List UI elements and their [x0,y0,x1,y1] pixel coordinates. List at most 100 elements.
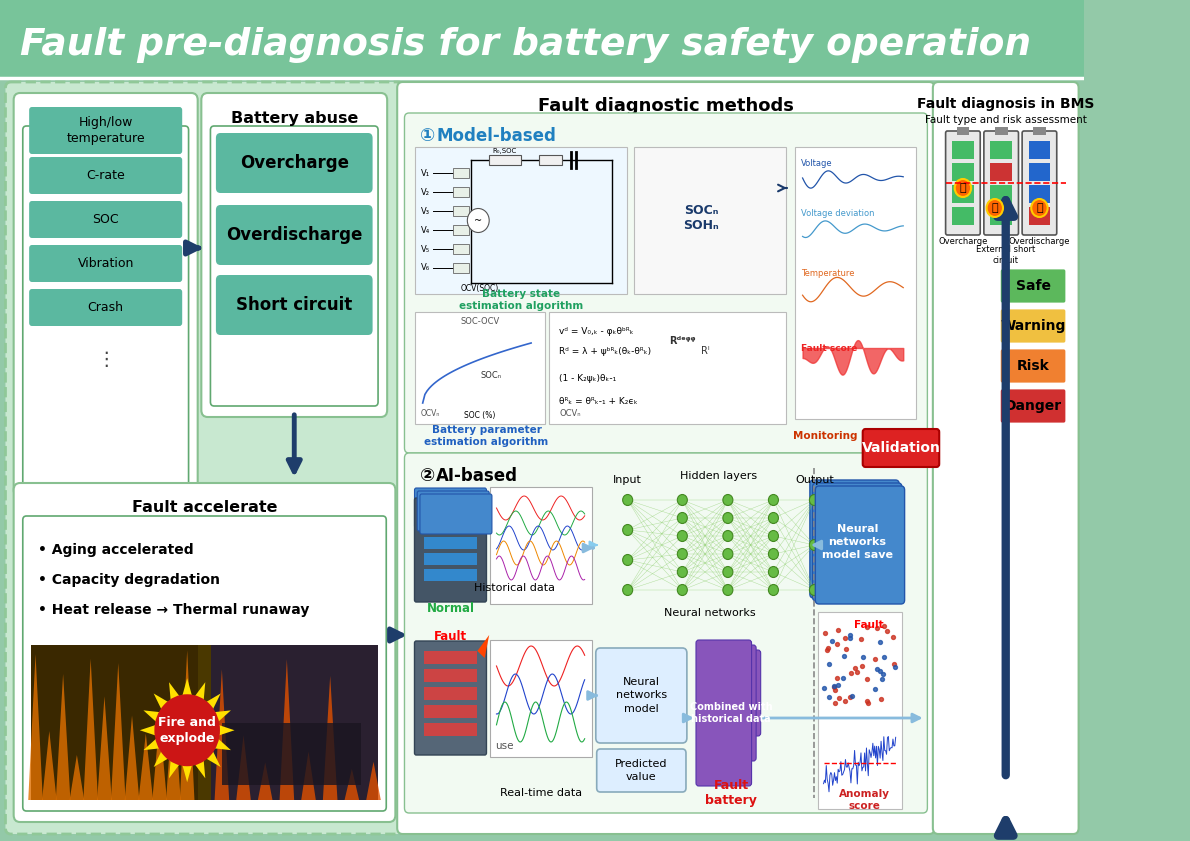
FancyBboxPatch shape [709,655,765,711]
Text: Fault: Fault [434,630,466,643]
Circle shape [722,512,733,523]
Text: Neural
networks
model: Neural networks model [615,677,666,714]
Circle shape [622,584,633,595]
FancyBboxPatch shape [706,650,760,736]
Point [828,623,847,637]
FancyBboxPatch shape [813,483,902,601]
Text: OCVₙ: OCVₙ [421,409,440,417]
Text: Combined with
historical data: Combined with historical data [690,701,772,724]
Point [827,637,846,651]
Point [843,689,862,702]
Text: Fault score: Fault score [801,344,857,353]
Text: V₆: V₆ [421,263,430,272]
Text: V₂: V₂ [421,188,430,197]
Text: Voltage deviation: Voltage deviation [801,209,875,218]
FancyBboxPatch shape [29,201,182,238]
Bar [1028,207,1051,225]
Text: Model-based: Model-based [437,127,556,145]
Point [826,696,845,710]
Bar [452,244,469,254]
FancyBboxPatch shape [701,645,756,761]
Bar [424,651,477,664]
Circle shape [769,495,778,505]
Bar [424,687,477,700]
Bar [990,141,1013,159]
Point [858,673,877,686]
Text: V₅: V₅ [421,245,430,253]
Text: Overdischarge: Overdischarge [226,226,363,244]
Point [827,671,846,685]
Text: • Capacity degradation: • Capacity degradation [38,573,220,587]
Point [871,692,890,706]
FancyBboxPatch shape [215,205,372,265]
Point [825,680,844,694]
Polygon shape [69,684,84,800]
Text: Historical data: Historical data [474,583,555,593]
Text: High/low
temperature: High/low temperature [67,116,145,145]
Text: • Aging accelerated: • Aging accelerated [38,543,194,557]
FancyBboxPatch shape [215,133,372,193]
Bar [489,155,521,165]
Polygon shape [301,664,315,800]
FancyBboxPatch shape [1000,388,1066,424]
Text: Danger: Danger [1004,399,1061,413]
Point [870,664,889,678]
Text: Fire and
explode: Fire and explode [158,716,217,745]
Text: Short circuit: Short circuit [236,296,352,314]
Point [822,634,841,648]
Text: Battery abuse: Battery abuse [231,110,358,125]
Text: SOCₙ
SOHₙ: SOCₙ SOHₙ [683,204,719,232]
Text: Monitoring risk score: Monitoring risk score [793,431,919,441]
Point [841,666,860,680]
FancyBboxPatch shape [29,245,182,282]
Text: • Heat release → Thermal runaway: • Heat release → Thermal runaway [38,603,309,617]
Circle shape [769,512,778,523]
Text: 🔥: 🔥 [991,203,998,213]
Text: Overcharge: Overcharge [239,154,349,172]
Text: R₀,SOC: R₀,SOC [493,148,516,154]
Bar [990,207,1013,225]
FancyBboxPatch shape [863,429,939,467]
Point [815,627,834,640]
Text: ~: ~ [474,215,482,225]
Point [868,662,887,675]
Text: Rᵈᵉᵠᵠ: Rᵈᵉᵠᵠ [669,336,695,346]
Bar [424,521,477,533]
Polygon shape [180,698,194,800]
Text: Fault pre-diagnosis for battery safety operation: Fault pre-diagnosis for battery safety o… [20,27,1032,63]
Point [835,694,854,707]
Text: Rᴵ: Rᴵ [701,346,709,356]
Circle shape [622,554,633,565]
FancyBboxPatch shape [415,147,627,294]
FancyBboxPatch shape [405,453,927,813]
FancyBboxPatch shape [815,486,904,604]
Circle shape [722,567,733,578]
Bar [452,206,469,216]
Bar [31,645,198,800]
Text: Real-time data: Real-time data [500,788,582,798]
Text: 🔥: 🔥 [1036,203,1042,213]
Polygon shape [29,696,43,800]
Point [852,632,871,646]
Circle shape [677,512,688,523]
FancyBboxPatch shape [29,157,182,194]
Point [837,642,856,655]
Polygon shape [111,657,125,800]
Point [885,660,904,674]
Polygon shape [214,743,230,800]
Point [840,690,859,704]
FancyBboxPatch shape [490,487,593,604]
Circle shape [622,495,633,505]
Bar [539,155,562,165]
Bar [424,705,477,718]
Bar [990,163,1013,181]
Bar [990,185,1013,203]
Polygon shape [258,753,273,800]
Bar [221,722,361,785]
Point [845,661,864,674]
Circle shape [1032,199,1047,217]
Text: ①: ① [420,127,436,145]
Circle shape [677,567,688,578]
Circle shape [622,525,633,536]
Circle shape [677,584,688,595]
